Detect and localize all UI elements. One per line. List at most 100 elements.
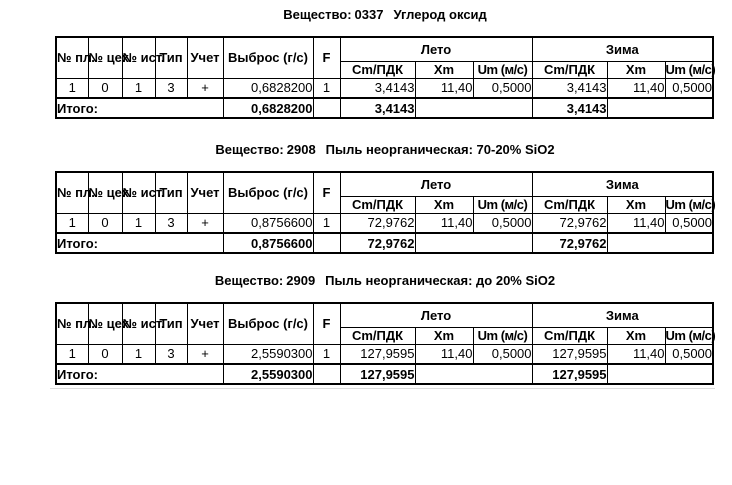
cell-f: 1	[312, 212, 341, 234]
cell-num-pl: 1	[55, 212, 89, 234]
totals-row: Итого: 0,6828200 3,4143 3,4143	[55, 97, 714, 119]
totals-zima-empty	[606, 97, 714, 119]
substance-section: Вещество: 2908 Пыль неорганическая: 70-20%…	[55, 143, 716, 254]
totals-f-empty	[312, 363, 341, 385]
substance-label: Вещество:	[214, 273, 284, 288]
totals-zima-empty	[606, 232, 714, 254]
substance-title: Вещество: 2908 Пыль неорганическая: 70-20%…	[55, 143, 715, 156]
col-cm-pdk-zima: Cm/ПДК	[531, 60, 608, 79]
totals-vybros: 0,8756600	[222, 232, 314, 254]
cell-leto-cm-pdk: 127,9595	[339, 343, 416, 365]
totals-leto-cm-pdk: 72,9762	[339, 232, 416, 254]
cell-num-pl: 1	[55, 343, 89, 365]
totals-leto-empty	[414, 232, 533, 254]
cell-f: 1	[312, 343, 341, 365]
totals-label: Итого:	[55, 232, 224, 254]
cell-leto-um: 0,5000	[472, 212, 533, 234]
col-num-tseh: № цех	[87, 171, 129, 214]
cell-num-ist: 1	[121, 77, 156, 99]
col-num-ist: № ист.	[121, 171, 165, 214]
col-tip: Тип	[154, 36, 188, 79]
col-f: F	[312, 302, 341, 345]
totals-zima-cm-pdk: 127,9595	[531, 363, 608, 385]
source-row: 1 0 1 3 + 0,8756600 1 72,9762 11,40 0,50…	[55, 212, 714, 234]
col-f: F	[312, 171, 341, 214]
cell-num-ist: 1	[121, 343, 156, 365]
cell-num-tseh: 0	[87, 77, 123, 99]
col-xm-zima: Xm	[606, 60, 666, 79]
emissions-table: № пл. № цех № ист. Тип Учет Выброс (г/с)…	[55, 36, 716, 119]
col-tip: Тип	[154, 302, 188, 345]
cell-vybros: 0,8756600	[222, 212, 314, 234]
cell-num-tseh: 0	[87, 212, 123, 234]
substance-code: 0337	[354, 7, 384, 22]
cell-leto-um: 0,5000	[472, 343, 533, 365]
substance-code: 2909	[286, 273, 316, 288]
totals-leto-cm-pdk: 127,9595	[339, 363, 416, 385]
cell-zima-um: 0,5000	[664, 77, 714, 99]
totals-f-empty	[312, 97, 341, 119]
cell-uchet: +	[186, 77, 224, 99]
col-vybros: Выброс (г/с)	[222, 36, 314, 79]
group-leto: Лето	[339, 36, 533, 62]
cell-leto-um: 0,5000	[472, 77, 533, 99]
col-um-leto: Um (м/с)	[472, 195, 533, 214]
substance-label: Вещество:	[283, 7, 352, 22]
totals-zima-cm-pdk: 72,9762	[531, 232, 608, 254]
source-row: 1 0 1 3 + 2,5590300 1 127,9595 11,40 0,5…	[55, 343, 714, 365]
cell-leto-xm: 11,40	[414, 77, 474, 99]
cell-leto-cm-pdk: 72,9762	[339, 212, 416, 234]
totals-leto-empty	[414, 97, 533, 119]
col-um-zima: Um (м/с)	[664, 60, 716, 79]
totals-zima-empty	[606, 363, 714, 385]
substance-name: Углерод оксид	[393, 7, 487, 22]
cell-f: 1	[312, 77, 341, 99]
totals-label: Итого:	[55, 97, 224, 119]
col-vybros: Выброс (г/с)	[222, 171, 314, 214]
col-num-pl: № пл.	[55, 171, 95, 214]
cell-tip: 3	[154, 77, 188, 99]
col-um-leto: Um (м/с)	[472, 60, 533, 79]
totals-zima-cm-pdk: 3,4143	[531, 97, 608, 119]
totals-row: Итого: 2,5590300 127,9595 127,9595	[55, 363, 714, 385]
totals-f-empty	[312, 232, 341, 254]
group-zima: Зима	[531, 302, 714, 328]
col-f: F	[312, 36, 341, 79]
col-xm-zima: Xm	[606, 326, 666, 345]
col-cm-pdk-zima: Cm/ПДК	[531, 195, 608, 214]
col-num-ist: № ист.	[121, 36, 165, 79]
cell-zima-xm: 11,40	[606, 212, 666, 234]
cell-num-tseh: 0	[87, 343, 123, 365]
totals-leto-empty	[414, 363, 533, 385]
cell-tip: 3	[154, 343, 188, 365]
col-cm-pdk-leto: Cm/ПДК	[339, 326, 416, 345]
cell-zima-um: 0,5000	[664, 212, 714, 234]
col-xm-leto: Xm	[414, 195, 474, 214]
col-um-leto: Um (м/с)	[472, 326, 533, 345]
source-row: 1 0 1 3 + 0,6828200 1 3,4143 11,40 0,500…	[55, 77, 714, 99]
substance-section: Вещество: 2909 Пыль неорганическая: до 20%…	[55, 273, 716, 385]
group-leto: Лето	[339, 171, 533, 197]
col-cm-pdk-zima: Cm/ПДК	[531, 326, 608, 345]
col-cm-pdk-leto: Cm/ПДК	[339, 195, 416, 214]
cell-zima-cm-pdk: 3,4143	[531, 77, 608, 99]
substance-title: Вещество: 0337 Углерод оксид	[55, 8, 715, 21]
totals-vybros: 2,5590300	[222, 363, 314, 385]
group-zima: Зима	[531, 36, 714, 62]
col-num-tseh: № цех	[87, 36, 129, 79]
substance-code: 2908	[286, 142, 316, 157]
col-um-zima: Um (м/с)	[664, 195, 716, 214]
page-divider-line	[50, 388, 715, 389]
cell-tip: 3	[154, 212, 188, 234]
col-uchet: Учет	[186, 36, 224, 79]
cell-vybros: 0,6828200	[222, 77, 314, 99]
cell-zima-xm: 11,40	[606, 77, 666, 99]
col-uchet: Учет	[186, 171, 224, 214]
col-num-pl: № пл.	[55, 36, 95, 79]
emissions-table: № пл. № цех № ист. Тип Учет Выброс (г/с)…	[55, 302, 716, 385]
col-num-tseh: № цех	[87, 302, 129, 345]
col-tip: Тип	[154, 171, 188, 214]
col-xm-leto: Xm	[414, 326, 474, 345]
col-xm-leto: Xm	[414, 60, 474, 79]
